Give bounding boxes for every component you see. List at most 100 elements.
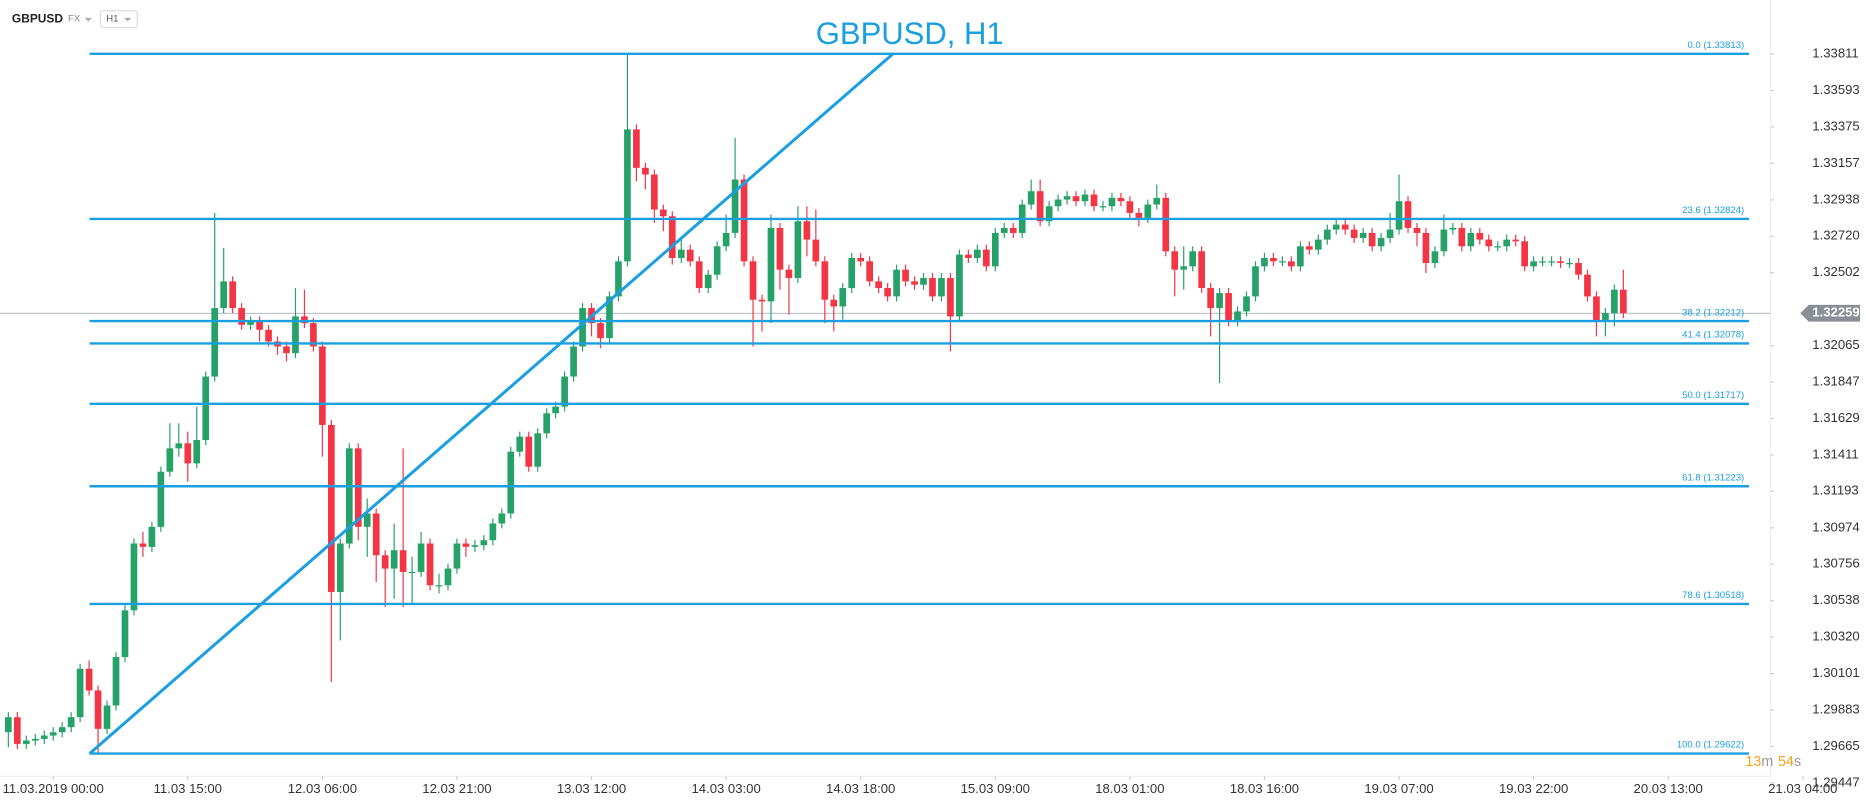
candle-body bbox=[1036, 191, 1044, 222]
candle-body bbox=[1431, 251, 1439, 263]
interval-select[interactable]: H1 bbox=[106, 14, 118, 25]
candle-body bbox=[561, 376, 568, 407]
y-tick-label: 1.33375 bbox=[1812, 118, 1859, 133]
timer-seconds: 54 bbox=[1778, 754, 1794, 770]
symbol[interactable]: GBPUSD bbox=[12, 11, 63, 25]
candle-body bbox=[1090, 194, 1098, 207]
interval-caret bbox=[124, 17, 132, 22]
candle-body bbox=[1584, 274, 1591, 297]
candle-body bbox=[399, 550, 407, 572]
candle-body bbox=[713, 246, 721, 275]
candle-body bbox=[534, 433, 542, 467]
candle-body bbox=[758, 299, 766, 302]
y-tick-label: 1.29883 bbox=[1812, 701, 1859, 716]
candle-body bbox=[839, 288, 847, 307]
timer-seconds-unit: s bbox=[1794, 754, 1801, 770]
candle-body bbox=[1081, 194, 1089, 202]
y-tick-label: 1.29665 bbox=[1812, 738, 1859, 753]
candle-body bbox=[22, 740, 30, 744]
candle-body bbox=[695, 261, 703, 289]
candle-body bbox=[1117, 197, 1125, 202]
candle-body bbox=[1350, 229, 1358, 238]
candle-body bbox=[938, 278, 945, 297]
candle-body bbox=[668, 216, 676, 258]
candle-body bbox=[1503, 239, 1511, 247]
candle-body bbox=[1144, 204, 1152, 218]
current-price-label: 1.32259 bbox=[1812, 305, 1859, 320]
candle-body bbox=[94, 690, 102, 729]
x-tick-label: 11.03.2019 00:00 bbox=[3, 781, 104, 796]
candle-body bbox=[310, 323, 317, 347]
candle-body bbox=[507, 451, 515, 514]
candle-body bbox=[597, 323, 604, 339]
candle-body bbox=[651, 174, 658, 210]
candle-body bbox=[1171, 251, 1179, 270]
interval-box[interactable] bbox=[99, 10, 138, 29]
candle-body bbox=[911, 281, 918, 285]
candle-body bbox=[444, 568, 452, 586]
candle-body bbox=[363, 513, 371, 527]
candle-body bbox=[821, 261, 829, 300]
candle-body bbox=[929, 278, 936, 297]
candle-body bbox=[1297, 246, 1304, 267]
candle-body bbox=[830, 299, 838, 307]
candle-body bbox=[1243, 296, 1250, 312]
candle-body bbox=[902, 269, 909, 282]
candle-body bbox=[453, 543, 461, 569]
candle-body bbox=[76, 668, 84, 718]
x-tick-label: 14.03 18:00 bbox=[826, 781, 895, 796]
candle-body bbox=[956, 254, 963, 317]
y-tick-label: 1.30756 bbox=[1812, 556, 1859, 571]
candle-body bbox=[345, 448, 353, 544]
candle-body bbox=[1521, 241, 1528, 267]
y-tick-label: 1.29447 bbox=[1812, 774, 1859, 789]
candle-body bbox=[112, 657, 120, 706]
candle-body bbox=[1027, 191, 1035, 205]
candle-body bbox=[1341, 224, 1349, 230]
candle-body bbox=[1162, 197, 1170, 252]
candle-body bbox=[49, 732, 57, 736]
candle-body bbox=[686, 249, 694, 262]
y-tick-label: 1.30320 bbox=[1812, 629, 1859, 644]
candle-body bbox=[659, 209, 667, 217]
candle-body bbox=[148, 526, 156, 547]
candle-body bbox=[1476, 232, 1484, 240]
candle-body bbox=[40, 735, 48, 739]
x-tick-label: 15.03 09:00 bbox=[961, 781, 1030, 796]
candle-body bbox=[354, 448, 362, 527]
candle-body bbox=[974, 249, 981, 258]
candle-body bbox=[1189, 251, 1197, 267]
candle-body bbox=[256, 321, 263, 330]
fib-level-label: 61.8 (1.31223) bbox=[1682, 472, 1744, 483]
current-price-tag: 1.32259 bbox=[1800, 305, 1861, 322]
x-tick-label: 11.03 15:00 bbox=[154, 781, 222, 796]
candle-body bbox=[1611, 289, 1618, 314]
market-select[interactable]: FX bbox=[68, 14, 81, 25]
candle-body bbox=[1593, 296, 1600, 322]
candle-body bbox=[292, 316, 299, 354]
candle-body bbox=[31, 738, 39, 741]
candle-body bbox=[1512, 239, 1520, 242]
candle-body bbox=[884, 288, 891, 297]
candle-body bbox=[58, 727, 66, 733]
candle-body bbox=[740, 179, 748, 262]
fib-level-label: 0.0 (1.33813) bbox=[1687, 40, 1744, 51]
candle-body bbox=[579, 308, 586, 347]
candle-body bbox=[1467, 232, 1475, 247]
timer-minutes: 13 bbox=[1745, 754, 1761, 770]
header: GBPUSD FX H1 bbox=[12, 10, 138, 29]
candle-body bbox=[875, 281, 882, 289]
candle-body bbox=[1234, 311, 1241, 322]
candle-body bbox=[471, 545, 479, 547]
candle-body bbox=[1063, 196, 1071, 200]
candle-body bbox=[749, 261, 757, 300]
candle-body bbox=[1359, 232, 1367, 238]
candle-body bbox=[525, 436, 533, 467]
candle-body bbox=[1126, 201, 1134, 213]
y-tick-label: 1.30538 bbox=[1812, 592, 1859, 607]
candle-body bbox=[1440, 229, 1448, 252]
candle-body bbox=[1620, 289, 1627, 314]
y-tick-label: 1.32065 bbox=[1812, 337, 1859, 352]
candle-body bbox=[13, 717, 21, 744]
